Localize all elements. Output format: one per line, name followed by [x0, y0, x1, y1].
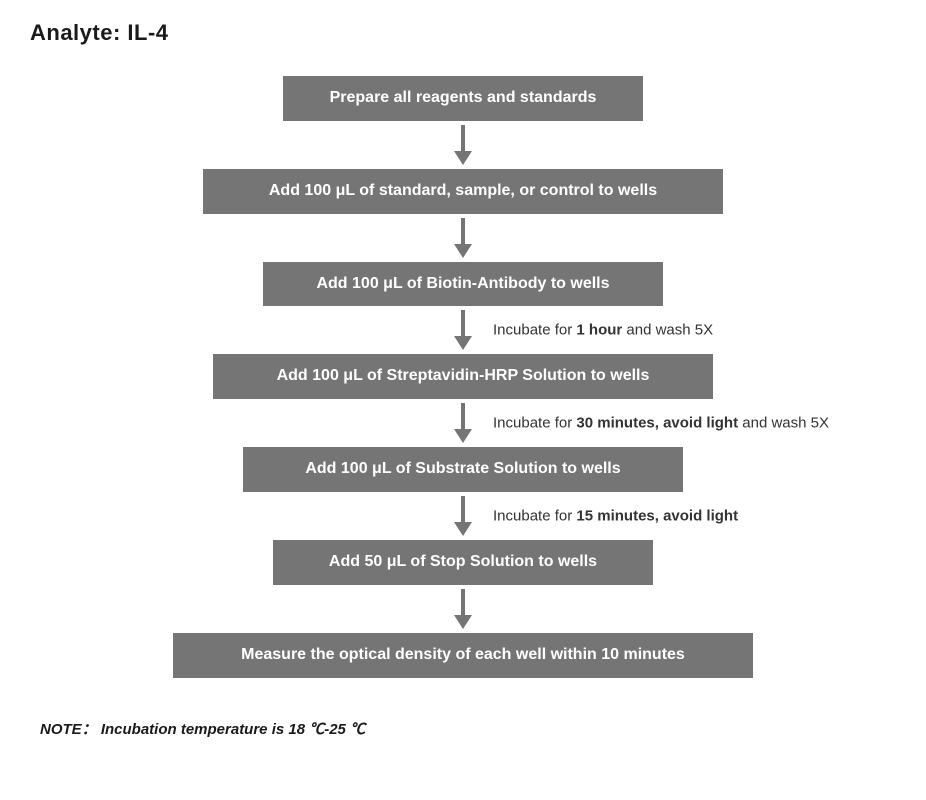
arrow-1 — [30, 214, 896, 262]
arrow-icon — [454, 310, 472, 350]
step-box-5: Add 50 μL of Stop Solution to wells — [273, 540, 653, 585]
arrow-icon — [454, 496, 472, 536]
arrow-3: Incubate for 30 minutes, avoid light and… — [30, 399, 896, 447]
arrow-5 — [30, 585, 896, 633]
arrow-4: Incubate for 15 minutes, avoid light — [30, 492, 896, 540]
step-box-6: Measure the optical density of each well… — [173, 633, 753, 678]
arrow-0 — [30, 121, 896, 169]
step-box-2: Add 100 μL of Biotin-Antibody to wells — [263, 262, 663, 307]
arrow-3-annotation: Incubate for 30 minutes, avoid light and… — [493, 415, 829, 432]
arrow-icon — [454, 589, 472, 629]
step-box-3: Add 100 μL of Streptavidin-HRP Solution … — [213, 354, 713, 399]
flowchart: Prepare all reagents and standards Add 1… — [30, 76, 896, 678]
arrow-4-annotation: Incubate for 15 minutes, avoid light — [493, 507, 738, 524]
step-box-0: Prepare all reagents and standards — [283, 76, 643, 121]
arrow-2-annotation: Incubate for 1 hour and wash 5X — [493, 322, 713, 339]
arrow-icon — [454, 218, 472, 258]
step-box-1: Add 100 μL of standard, sample, or contr… — [203, 169, 723, 214]
arrow-2: Incubate for 1 hour and wash 5X — [30, 306, 896, 354]
analyte-title: Analyte: IL-4 — [30, 20, 896, 46]
arrow-icon — [454, 403, 472, 443]
step-box-4: Add 100 μL of Substrate Solution to well… — [243, 447, 683, 492]
arrow-icon — [454, 125, 472, 165]
footnote: NOTE： Incubation temperature is 18 ℃-25 … — [40, 718, 896, 739]
